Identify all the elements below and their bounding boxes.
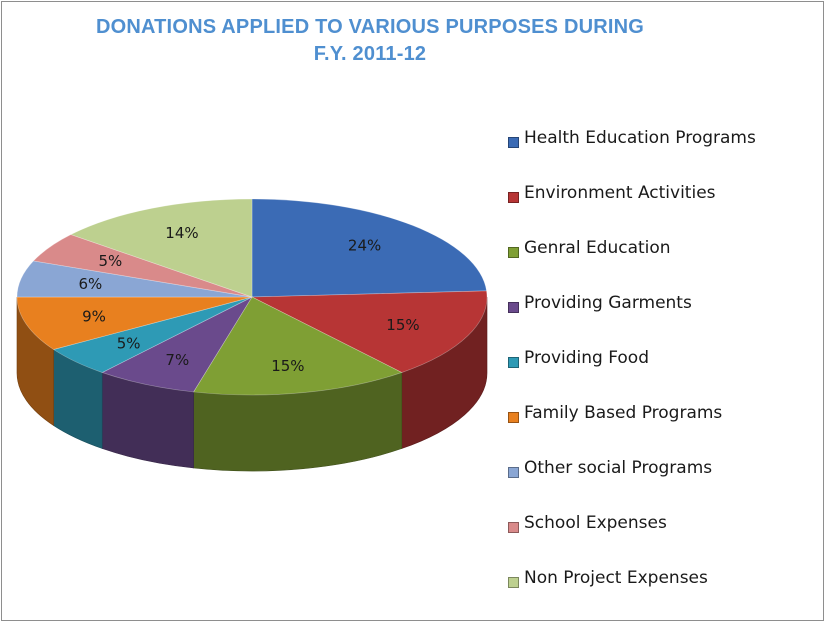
legend-label: Providing Food	[524, 348, 650, 368]
legend-swatch	[508, 412, 519, 423]
legend-label: Family Based Programs	[524, 403, 723, 423]
legend-swatch	[508, 302, 519, 313]
legend-item-health-education-programs: Health Education Programs	[508, 128, 808, 183]
legend-swatch	[508, 192, 519, 203]
pie-slice-health-education-programs	[251, 198, 487, 298]
legend-swatch	[508, 137, 519, 148]
data-label-health-education-programs: 24%	[348, 237, 381, 255]
data-label-providing-food: 5%	[117, 335, 141, 353]
pie-slice-genral-education	[192, 296, 403, 396]
legend-item-environment-activities: Environment Activities	[508, 183, 808, 238]
pie-slice-family-based-programs	[16, 296, 253, 350]
legend-item-providing-food: Providing Food	[508, 348, 808, 403]
pie-labels: 24% 15% 15% 7% 5% 9% 6% 5% 14%	[79, 224, 420, 375]
legend-label: School Expenses	[524, 513, 667, 533]
legend-swatch	[508, 522, 519, 533]
chart-subtitle: F.Y. 2011-12	[313, 43, 427, 65]
data-label-providing-garments: 7%	[165, 351, 189, 369]
legend: Health Education Programs Environment Act…	[508, 128, 808, 623]
legend-item-family-based-programs: Family Based Programs	[508, 403, 808, 458]
pie-slice-providing-food	[52, 296, 253, 373]
legend-item-non-project-expenses: Non Project Expenses	[508, 568, 808, 623]
legend-label: Non Project Expenses	[524, 568, 708, 588]
data-label-family-based-programs: 9%	[82, 308, 106, 326]
pie-sides	[16, 296, 488, 472]
pie-slice-non-project-expenses	[70, 198, 253, 298]
data-label-school-expenses: 5%	[99, 252, 123, 270]
legend-label: Providing Garments	[524, 293, 692, 313]
legend-swatch	[508, 357, 519, 368]
legend-swatch	[508, 467, 519, 478]
legend-item-other-social-programs: Other social Programs	[508, 458, 808, 513]
pie-slice-school-expenses	[32, 234, 253, 298]
legend-swatch	[508, 247, 519, 258]
data-label-other-social-programs: 6%	[79, 275, 103, 293]
legend-item-genral-education: Genral Education	[508, 238, 808, 293]
legend-label: Health Education Programs	[524, 128, 756, 148]
legend-label: Genral Education	[524, 238, 671, 258]
pie-slice-environment-activities	[251, 290, 488, 373]
data-label-environment-activities: 15%	[386, 316, 419, 334]
legend-label: Environment Activities	[524, 183, 716, 203]
legend-item-school-expenses: School Expenses	[508, 513, 808, 568]
chart-title: DONATIONS APPLIED TO VARIOUS PURPOSES DU…	[40, 14, 700, 68]
chart-title-line-1: DONATIONS APPLIED TO VARIOUS PURPOSES DU…	[95, 16, 645, 38]
data-label-genral-education: 15%	[271, 357, 304, 375]
pie-slice-providing-garments	[101, 296, 253, 393]
data-label-non-project-expenses: 14%	[165, 224, 198, 242]
legend-swatch	[508, 577, 519, 588]
pie-slice-other-social-programs	[16, 260, 253, 298]
legend-item-providing-garments: Providing Garments	[508, 293, 808, 348]
legend-label: Other social Programs	[524, 458, 713, 478]
pie-tops	[16, 198, 488, 396]
